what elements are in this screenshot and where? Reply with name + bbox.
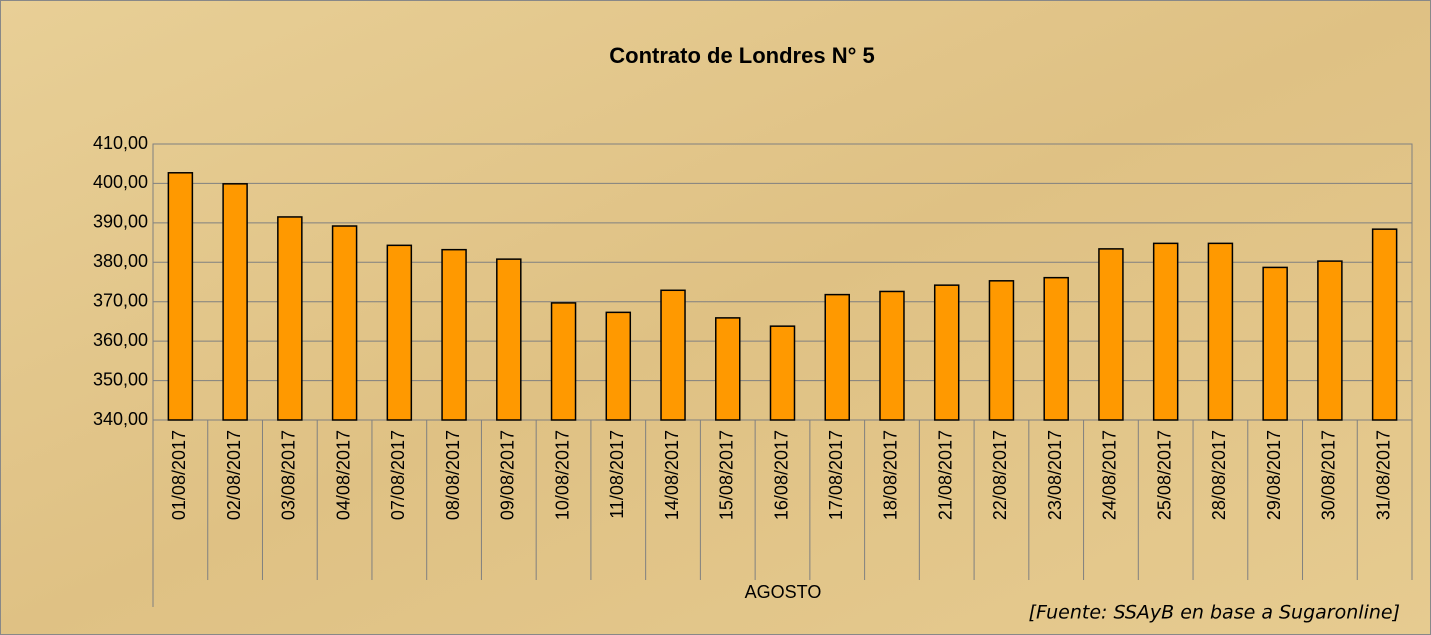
bar [277,216,303,421]
y-tick-label: 390,00 [93,212,148,232]
bar [715,317,741,421]
bar [222,183,248,421]
bar [660,289,686,421]
y-tick-label: 340,00 [93,409,148,429]
bar [988,280,1015,421]
bar [769,325,796,421]
bar [1207,242,1234,421]
x-tick-label: 28/08/2017 [1209,430,1229,520]
bar [879,290,905,421]
x-tick-label: 03/08/2017 [279,430,299,520]
x-tick-label: 02/08/2017 [224,430,244,520]
x-tick-label: 10/08/2017 [552,430,572,520]
bar [331,225,358,421]
y-tick-label: 360,00 [93,330,148,350]
y-tick-label: 400,00 [93,172,148,192]
bar [441,248,467,421]
y-tick-label: 410,00 [93,133,148,153]
x-axis-label: AGOSTO [745,582,822,602]
x-tick-label: 29/08/2017 [1264,430,1284,520]
y-tick-label: 380,00 [93,251,148,271]
bar [167,172,194,421]
x-tick-label: 08/08/2017 [443,430,463,520]
bar [933,284,960,421]
x-tick-label: 16/08/2017 [771,430,791,520]
x-tick-label: 04/08/2017 [333,430,353,520]
x-tick-label: 30/08/2017 [1319,430,1339,520]
chart-title: Contrato de Londres N° 5 [609,43,874,68]
y-tick-label: 350,00 [93,369,148,389]
x-tick-label: 18/08/2017 [881,430,901,520]
x-tick-label: 07/08/2017 [388,430,408,520]
x-tick-label: 21/08/2017 [935,430,955,520]
y-tick-label: 370,00 [93,290,148,310]
x-tick-label: 01/08/2017 [169,430,189,520]
x-tick-label: 22/08/2017 [990,430,1010,520]
bar [550,302,577,421]
x-tick-label: 09/08/2017 [498,430,518,520]
x-tick-label: 24/08/2017 [1100,430,1120,520]
x-tick-label: 25/08/2017 [1154,430,1174,520]
bar [1098,248,1124,421]
bar [386,244,413,421]
x-tick-label: 31/08/2017 [1373,430,1393,520]
x-tick-label: 15/08/2017 [717,430,737,520]
bar [1262,266,1288,421]
bar [605,311,632,421]
x-tick-label: 23/08/2017 [1045,430,1065,520]
bar [1152,242,1179,421]
bar [824,293,850,421]
x-tick-label: 14/08/2017 [662,430,682,520]
x-tick-label: 11/08/2017 [607,430,627,519]
x-tick-label: 17/08/2017 [826,430,846,520]
bar [496,258,522,421]
bar [1317,260,1343,421]
bar [1371,228,1398,421]
bar [1043,276,1069,421]
source-note: [Fuente: SSAyB en base a Sugaronline] [1029,602,1400,624]
